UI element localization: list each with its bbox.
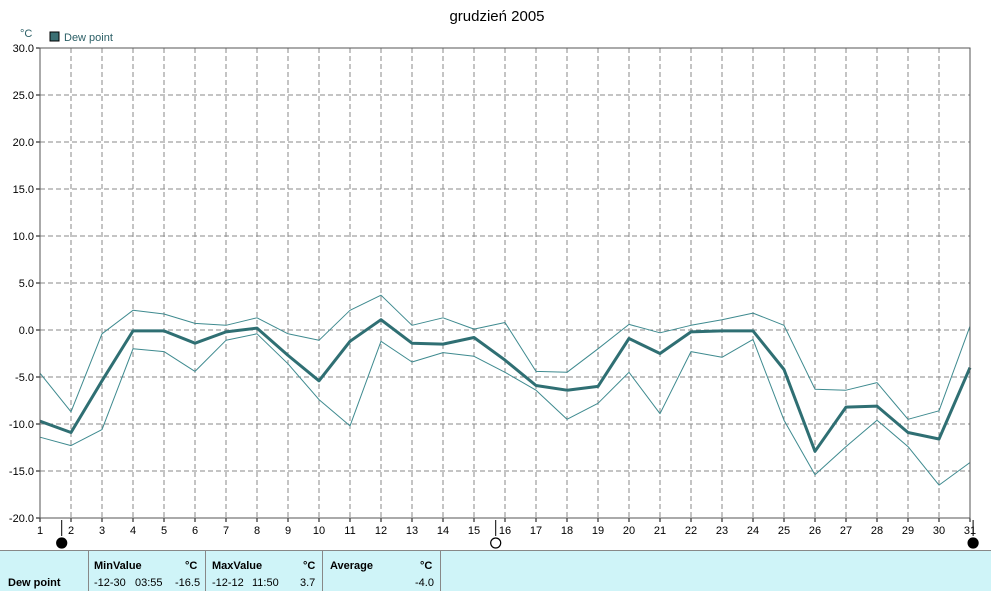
x-tick-label: 9 xyxy=(285,525,291,537)
x-tick-label: 8 xyxy=(254,525,260,537)
avg-value: -4.0 xyxy=(415,577,434,589)
x-tick-label: 30 xyxy=(933,525,945,537)
x-tick-label: 16 xyxy=(499,525,511,537)
y-tick-label: 30.0 xyxy=(13,43,34,55)
stats-row-label: Dew point xyxy=(8,577,61,589)
grid xyxy=(40,47,970,519)
stats-min-cell: MinValue °C -12-30 03:55 -16.5 xyxy=(89,551,206,591)
avg-header: Average xyxy=(330,560,374,572)
x-tick-label: 14 xyxy=(437,525,449,537)
max-unit: °C xyxy=(303,560,316,572)
y-tick-label: 5.0 xyxy=(19,278,34,290)
x-tick-label: 6 xyxy=(192,525,198,537)
series-line-average xyxy=(39,318,972,453)
x-tick-label: 27 xyxy=(840,525,852,537)
x-tick-label: 11 xyxy=(344,525,355,537)
series-line-max xyxy=(39,294,971,420)
x-tick-label: 13 xyxy=(406,525,418,537)
series-group xyxy=(39,294,972,486)
chart-title: grudzień 2005 xyxy=(449,8,544,25)
plot-frame xyxy=(39,47,971,519)
x-tick-label: 19 xyxy=(592,525,604,537)
x-tick-label: 28 xyxy=(871,525,883,537)
max-header: MaxValue xyxy=(212,560,263,572)
max-value: 3.7 xyxy=(300,577,316,589)
open-circle-marker xyxy=(490,537,502,549)
x-tick-label: 17 xyxy=(530,525,542,537)
x-tick-label: 7 xyxy=(223,525,229,537)
filled-circle-marker xyxy=(967,537,979,549)
x-tick-label: 23 xyxy=(716,525,728,537)
x-tick-label: 12 xyxy=(375,525,387,537)
y-tick-label: -15.0 xyxy=(9,466,34,478)
legend: Dew point xyxy=(49,31,113,44)
x-tick-label: 31 xyxy=(964,525,976,537)
min-time: 03:55 xyxy=(135,577,163,589)
x-tick-label: 26 xyxy=(809,525,821,537)
x-axis-ticks: 1 2 3 4 5 6 7 8 9 10 11 12 13 14 15 16 17 18 19 20 21 22 23 24 2… xyxy=(37,518,976,537)
x-tick-label: 29 xyxy=(902,525,914,537)
y-tick-label: 15.0 xyxy=(13,184,34,196)
min-unit: °C xyxy=(185,560,198,572)
x-tick-label: 18 xyxy=(561,525,573,537)
min-header: MinValue xyxy=(94,560,142,572)
x-axis-markers xyxy=(56,520,979,549)
y-axis-ticks: 30.0 25.0 20.0 15.0 10.0 5.0 0.0 -5.0 -10.0 -15.0… xyxy=(9,43,40,525)
x-tick-label: 22 xyxy=(685,525,697,537)
stats-max-cell: MaxValue °C -12-12 11:50 3.7 xyxy=(206,551,323,591)
x-tick-label: 4 xyxy=(130,525,136,537)
avg-unit: °C xyxy=(420,560,433,572)
y-tick-label: 10.0 xyxy=(13,231,34,243)
stats-avg-cell: Average °C -4.0 xyxy=(323,551,441,591)
max-time: 11:50 xyxy=(252,577,279,589)
x-tick-label: 1 xyxy=(37,525,43,537)
x-tick-label: 2 xyxy=(68,525,74,537)
max-date: -12-12 xyxy=(212,577,244,589)
x-tick-label: 10 xyxy=(313,525,325,537)
x-tick-label: 25 xyxy=(778,525,790,537)
x-tick-label: 21 xyxy=(654,525,666,537)
statistics-table: Dew point MinValue °C -12-30 03:55 -16.5… xyxy=(0,550,991,591)
y-axis-unit: °C xyxy=(20,28,32,40)
x-tick-label: 3 xyxy=(99,525,105,537)
y-tick-label: -20.0 xyxy=(9,513,34,525)
x-tick-label: 20 xyxy=(623,525,635,537)
legend-swatch xyxy=(49,31,60,42)
stats-label-cell: Dew point xyxy=(0,551,89,591)
x-tick-label: 24 xyxy=(747,525,759,537)
y-tick-label: 25.0 xyxy=(13,90,34,102)
min-value: -16.5 xyxy=(175,577,201,589)
filled-circle-marker xyxy=(56,537,68,549)
legend-label-dew-point: Dew point xyxy=(64,32,113,44)
y-tick-label: 0.0 xyxy=(19,325,34,337)
y-tick-label: -5.0 xyxy=(15,372,34,384)
x-tick-label: 15 xyxy=(468,525,480,537)
x-tick-label: 5 xyxy=(161,525,167,537)
y-tick-label: 20.0 xyxy=(13,137,34,149)
y-tick-label: -10.0 xyxy=(9,419,34,431)
min-date: -12-30 xyxy=(94,577,126,589)
series-line-min xyxy=(39,333,971,486)
